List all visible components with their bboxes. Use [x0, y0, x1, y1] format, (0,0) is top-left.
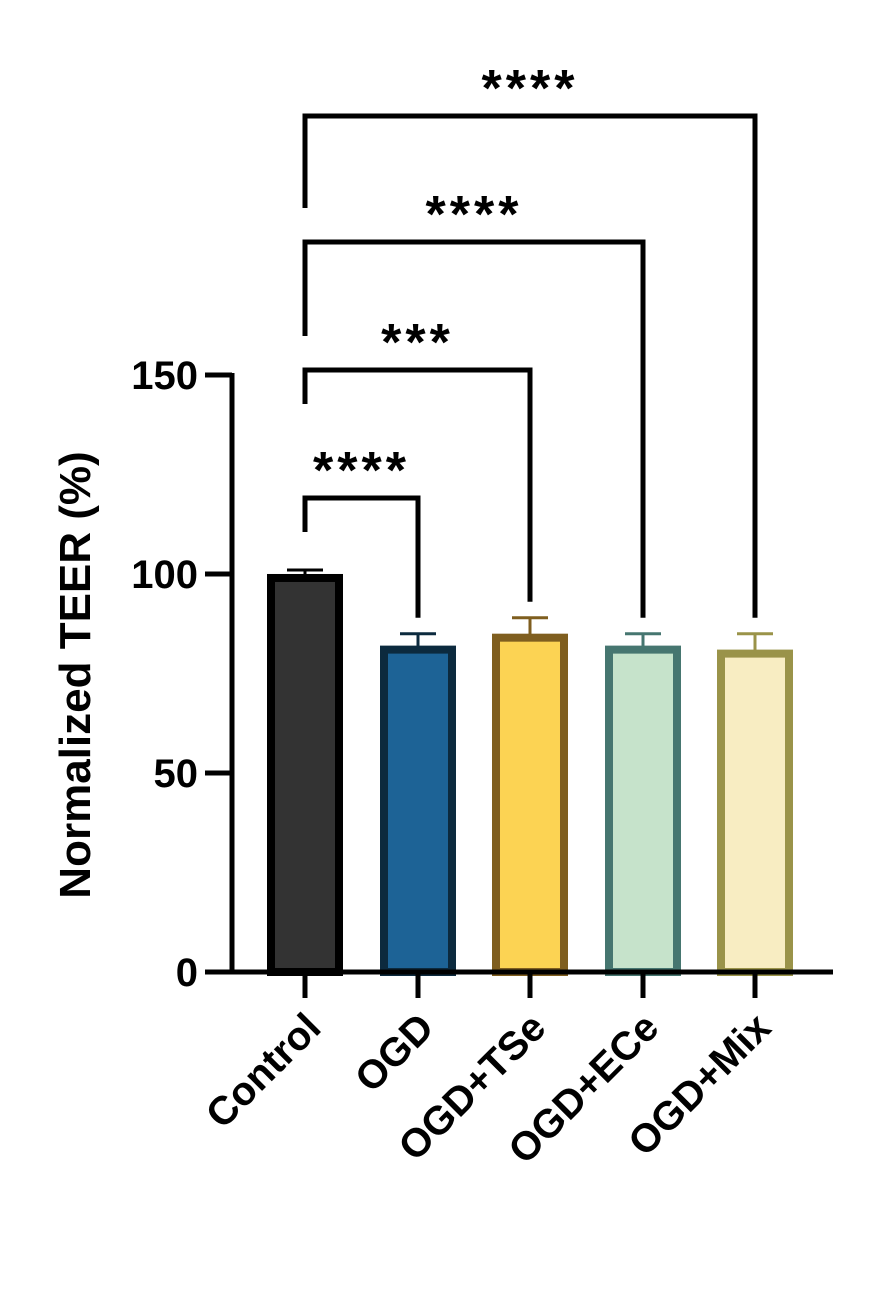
category-label-1: OGD: [347, 1005, 443, 1101]
bar-1: [380, 645, 456, 976]
bar-3: [605, 645, 681, 976]
significance-bracket-1: [302, 367, 533, 602]
bar-0: [267, 573, 343, 976]
y-tick-label-1: 50: [154, 752, 199, 796]
significance-label-0: ****: [313, 442, 410, 500]
significance-bracket-2: [302, 239, 646, 618]
bars-layer: [267, 568, 793, 976]
bar-2: [492, 633, 568, 976]
y-tick-label-2: 100: [131, 553, 198, 597]
y-tick-label-0: 0: [176, 951, 198, 995]
significance-bracket-3: [302, 113, 758, 618]
significance-label-2: ****: [426, 186, 523, 244]
bar-4: [717, 649, 793, 976]
y-axis-title: Normalized TEER (%): [51, 451, 100, 898]
category-label-0: Control: [198, 1005, 330, 1137]
significance-bracket-0: [302, 495, 421, 618]
significance-label-3: ****: [482, 60, 579, 118]
significance-label-1: ***: [381, 314, 454, 372]
y-tick-label-3: 150: [131, 354, 198, 398]
significance-layer: ***************: [302, 60, 758, 618]
